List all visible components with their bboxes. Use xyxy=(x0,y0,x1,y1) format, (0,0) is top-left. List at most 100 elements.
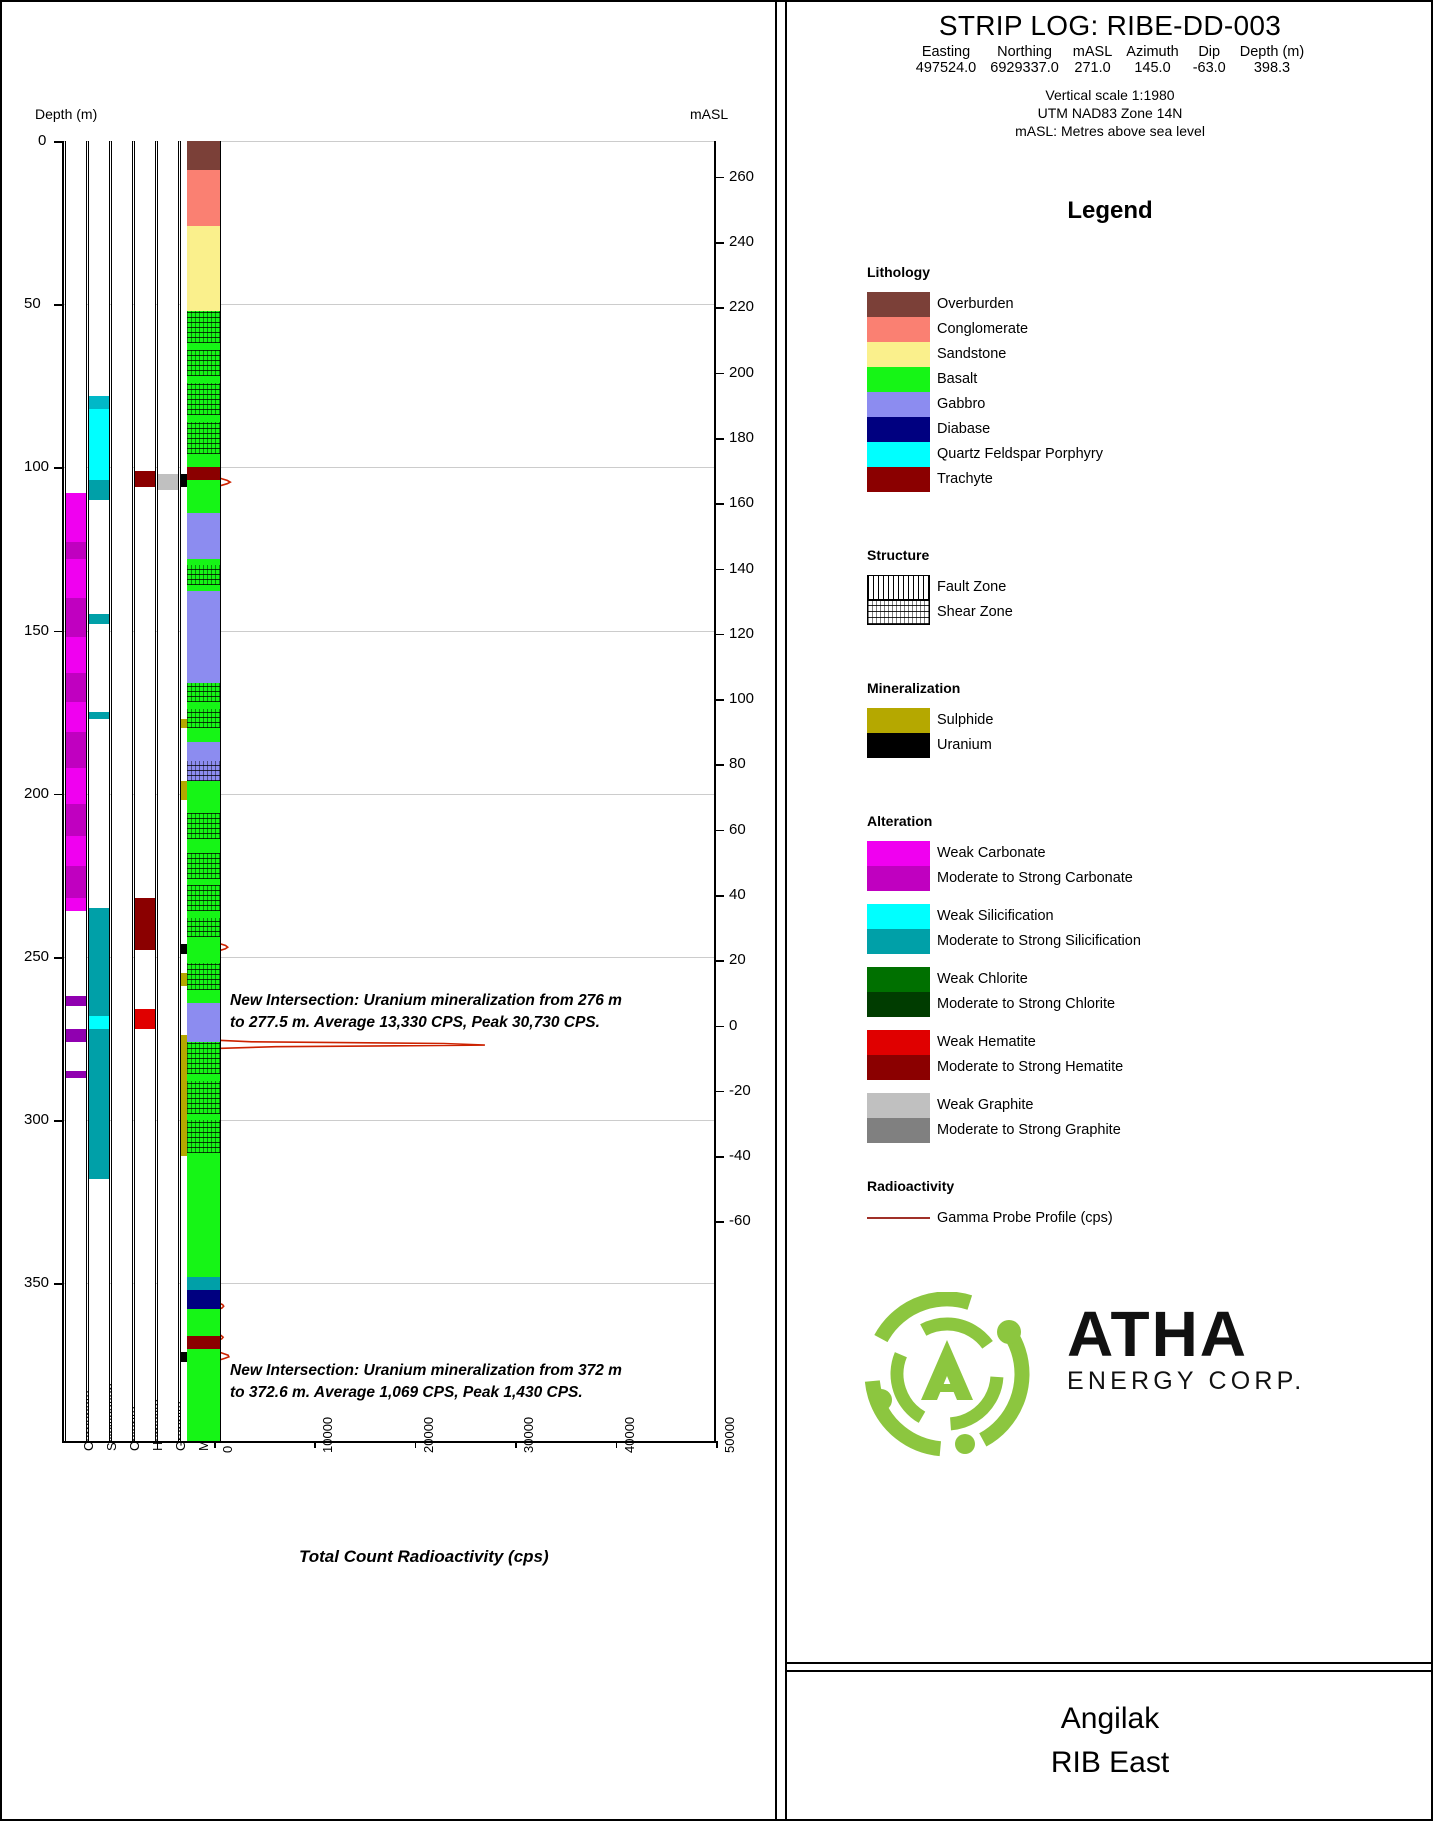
legend-swatch-strong xyxy=(867,992,930,1017)
track-interval xyxy=(66,996,86,1006)
depth-tick-label: 50 xyxy=(24,295,41,312)
depth-tick-mark xyxy=(54,794,62,796)
shear-zone-overlay xyxy=(187,311,220,344)
collar-header-cell: mASL xyxy=(1066,44,1120,60)
masl-tick-mark xyxy=(716,960,724,962)
depth-tick-label: 300 xyxy=(24,1111,49,1128)
masl-tick-mark xyxy=(716,242,724,244)
legend-label: Moderate to Strong Graphite xyxy=(937,1122,1121,1138)
x-tick-label: 50000 xyxy=(722,1417,737,1453)
track-interval xyxy=(66,804,86,837)
collar-header-cell: Azimuth xyxy=(1119,44,1185,60)
x-tick-mark xyxy=(515,1441,517,1448)
depth-axis-line xyxy=(62,141,64,1441)
footer-block: Angilak RIB East xyxy=(787,1692,1433,1790)
shear-zone-overlay xyxy=(187,963,220,989)
shear-zone-overlay xyxy=(187,709,220,729)
track-interval xyxy=(66,732,86,768)
track-interval xyxy=(66,1029,86,1042)
x-tick-mark xyxy=(314,1441,316,1448)
legend-label: Weak Hematite xyxy=(937,1034,1036,1050)
legend-swatch-weak xyxy=(867,841,930,866)
depth-tick-mark xyxy=(54,1120,62,1122)
masl-tick-mark xyxy=(716,503,724,505)
track-interval xyxy=(66,866,86,899)
legend-label: Moderate to Strong Carbonate xyxy=(937,870,1133,886)
legend-group-title: Structure xyxy=(867,547,929,563)
legend-title: Legend xyxy=(787,197,1433,225)
legend-swatch xyxy=(867,367,930,392)
atha-logo-mark xyxy=(842,1292,1052,1457)
track-interval xyxy=(89,480,109,500)
legend-swatch xyxy=(867,417,930,442)
x-tick-label: 0 xyxy=(220,1446,235,1453)
legend-label: Uranium xyxy=(937,737,992,753)
shear-zone-overlay xyxy=(187,565,220,585)
depth-tick-mark xyxy=(54,304,62,306)
masl-tick-label: 220 xyxy=(729,298,754,315)
masl-definition-note: mASL: Metres above sea level xyxy=(787,122,1433,140)
depth-tick-label: 200 xyxy=(24,785,49,802)
x-tick-mark xyxy=(214,1441,216,1448)
masl-tick-label: 180 xyxy=(729,429,754,446)
scale-notes: Vertical scale 1:1980 UTM NAD83 Zone 14N… xyxy=(787,86,1433,141)
depth-tick-label: 100 xyxy=(24,458,49,475)
shear-zone-overlay xyxy=(187,350,220,376)
legend-swatch-strong xyxy=(867,1118,930,1143)
masl-tick-mark xyxy=(716,373,724,375)
masl-tick-mark xyxy=(716,569,724,571)
strip-log-page: Depth (m) mASL 0 50 100 150 200 250 300 350 260… xyxy=(0,0,1433,1821)
shear-zone-overlay xyxy=(187,383,220,416)
track-interval xyxy=(89,908,109,947)
track-interval xyxy=(66,673,86,702)
track-interval xyxy=(89,614,109,624)
track-interval xyxy=(187,1277,220,1290)
collar-header-cell: Dip xyxy=(1186,44,1233,60)
shear-zone-overlay xyxy=(187,813,220,839)
track-interval xyxy=(187,480,220,513)
depth-axis-caption: Depth (m) xyxy=(35,106,97,122)
footer-separator-top xyxy=(787,1662,1433,1664)
masl-tick-mark xyxy=(716,895,724,897)
masl-tick-label: 260 xyxy=(729,168,754,185)
shear-zone-overlay xyxy=(187,918,220,938)
x-tick-mark xyxy=(716,1441,718,1448)
masl-tick-mark xyxy=(716,764,724,766)
track-chlorite xyxy=(111,141,133,1441)
masl-tick-mark xyxy=(716,1091,724,1093)
x-tick-label: 10000 xyxy=(320,1417,335,1453)
legend-label: Shear Zone xyxy=(937,604,1013,620)
masl-axis-line xyxy=(714,141,716,1441)
depth-tick-label: 150 xyxy=(24,622,49,639)
collar-header-cell: Northing xyxy=(983,44,1066,60)
collar-value-cell: 6929337.0 xyxy=(983,60,1066,76)
collar-header-cell: Easting xyxy=(909,44,983,60)
shear-zone-overlay xyxy=(187,1081,220,1114)
track-interval xyxy=(187,141,220,170)
atha-logo: ATHA ENERGY CORP. xyxy=(842,1292,1402,1467)
x-tick-label: 40000 xyxy=(622,1417,637,1453)
legend-group-title: Radioactivity xyxy=(867,1178,954,1194)
masl-tick-label: -20 xyxy=(729,1082,751,1099)
masl-axis-caption: mASL xyxy=(690,106,728,122)
collar-header-cell: Depth (m) xyxy=(1233,44,1311,60)
panel-divider-outer xyxy=(775,2,777,1819)
track-silicification xyxy=(88,141,110,1441)
track-interval xyxy=(135,898,155,950)
track-interval xyxy=(89,445,109,481)
legend-label: Diabase xyxy=(937,421,990,437)
legend-label: Moderate to Strong Chlorite xyxy=(937,996,1115,1012)
project-name: Angilak xyxy=(787,1702,1433,1736)
legend-label: Gabbro xyxy=(937,396,985,412)
vertical-scale-note: Vertical scale 1:1980 xyxy=(787,86,1433,104)
depth-tick-mark xyxy=(54,141,62,143)
legend-label: Fault Zone xyxy=(937,579,1006,595)
depth-tick-mark xyxy=(54,467,62,469)
legend-swatch-weak xyxy=(867,967,930,992)
x-tick-mark xyxy=(616,1441,618,1448)
masl-tick-mark xyxy=(716,634,724,636)
footer-separator-bottom xyxy=(787,1670,1433,1672)
shear-zone-overlay xyxy=(187,683,220,703)
depth-tick-label: 0 xyxy=(38,132,46,149)
collar-value-cell: 271.0 xyxy=(1066,60,1120,76)
